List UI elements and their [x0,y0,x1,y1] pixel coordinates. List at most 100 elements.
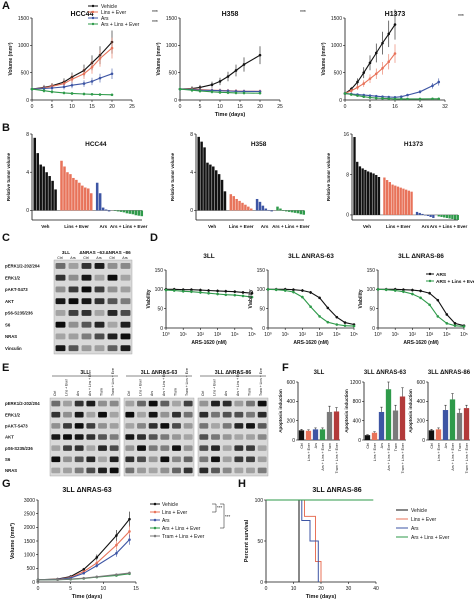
y-tick-label: 8 [26,132,29,138]
blot-band [257,411,267,418]
panel-b-group-label: Veh [363,224,371,229]
panel-f-cat-label: Ars [444,443,448,449]
blot-band [120,298,131,305]
panel-d-combo-point [250,295,254,299]
blot-band [160,423,170,429]
blot-band [172,423,181,429]
panel-b-bar-combo [453,214,457,220]
panel-a-ars-point [50,86,54,90]
panel-d-vehicle-point [292,288,295,292]
y-tick-label: 16 [343,132,349,138]
blot-band [234,467,244,474]
panel-b-bar-vehicle [369,172,372,215]
blot-band [148,423,158,429]
panel-b-bar-lins_ever [402,188,405,215]
blot-e-lane-label: Ctrl [201,390,205,396]
blot-band [81,345,92,352]
panel-g-ars-point [115,552,118,555]
panel-d-vehicle-point [436,298,440,302]
y-tick-label: 0 [260,580,263,586]
blot-e-lane-label: Ars + Lins + Ever [88,369,92,396]
panel-a-title: HCC44 [71,11,94,18]
panel-a-vehicle-point [356,80,359,84]
legend-g-marker [153,518,157,522]
blot-e-lane-label: Tram [173,388,177,396]
panel-b-bar-lins_ever [405,189,408,215]
legend-a-marker [91,16,95,20]
blot-band [94,333,105,340]
x-tick-label: 10⁵ [248,332,256,338]
panel-b-bar-lins_ever [69,174,72,211]
blot-band [137,456,146,463]
panel-d-vehicle-point [216,289,219,293]
blot-band [68,286,79,293]
panel-b-group-label: Ars [261,224,269,229]
blot-band [257,423,267,429]
blot-band [125,411,135,418]
panel-b-bar-ars [415,211,419,215]
panel-c-western-blot: pERK1/2-202/204 ERK1/2 pAKT-S473 AKT pS6-S23… [4,244,134,356]
blot-band [160,434,170,440]
blot-band [172,400,181,407]
legend-h-label: Ars [411,526,419,532]
blot-band [109,445,119,451]
blot-band [107,333,118,340]
blot-e-lane-label: Ars [224,391,228,396]
panel-b-bar-lins_ever [241,202,244,211]
panel-d-xlabel: ARS-1620 (nM) [403,340,439,346]
panel-h-xlabel: Time (days) [306,594,337,600]
panel-b-bar-lins_ever [238,200,241,211]
x-tick-label: 0 [265,586,268,592]
blot-band [63,467,72,474]
blot-band [107,298,118,305]
panel-b-bar-lins_ever [383,177,386,215]
blot-band [148,445,158,451]
panel-a-lins_ever-point [70,77,74,81]
blot-band [74,445,84,451]
blot-band [246,467,255,474]
panel-letter-f: F [282,362,289,374]
panel-a-combo-point [234,91,238,95]
blot-band [109,423,119,429]
blot-band [125,467,135,474]
blot-band [246,456,255,463]
blot-band [81,309,92,316]
panel-h-ylabel: Percent survival [244,519,250,562]
panel-b-bar-lins_ever [84,187,87,211]
panel-b-bar-ars [261,205,265,211]
panel-d-xlabel: ARS-1620 (nM) [191,340,227,346]
panel-a-combo-point [431,97,434,101]
panel-a-vehicle-point [368,61,372,65]
panel-b-bar-combo [279,208,282,211]
blot-band [86,434,96,440]
panel-a-title: H358 [222,11,239,18]
panel-letter-a: A [2,0,10,12]
panel-a-stars: *** [152,20,158,26]
panel-a-ars-point [90,80,94,83]
blot-band [81,286,92,293]
legend-g-marker [153,502,157,506]
y-tick-label: 200 [287,418,296,424]
blot-band [120,345,131,352]
x-tick-label: 10⁵ [350,332,358,338]
blot-e-lane-label: Ars [150,391,154,396]
blot-band [137,445,146,451]
panel-b-bar-lins_ever [410,191,413,215]
blot-c-col-label: ΔNRAS –86 [105,250,131,255]
panel-b-bar-combo [287,210,291,212]
panel-b-bar-lins_ever [244,204,247,211]
panel-g-tram-point [128,571,131,575]
blot-e-title: 3LL [80,370,90,376]
panel-f-cat-label: Ars [380,443,384,449]
panel-b-bar-combo [282,210,285,211]
blot-row-label: pS6-S235/236 [5,311,33,316]
blot-band [125,445,135,451]
x-tick-label: 10⁰ [264,332,272,338]
panel-b-group-label: Lins + Ever [64,224,89,229]
y-tick-label: 800 [353,399,362,405]
panel-b-bar-lins_ever [407,190,411,215]
panel-f-bar-ars [378,411,385,440]
panel-f-cat-label: Ars [314,443,318,449]
panel-a-combo-point [50,90,54,94]
